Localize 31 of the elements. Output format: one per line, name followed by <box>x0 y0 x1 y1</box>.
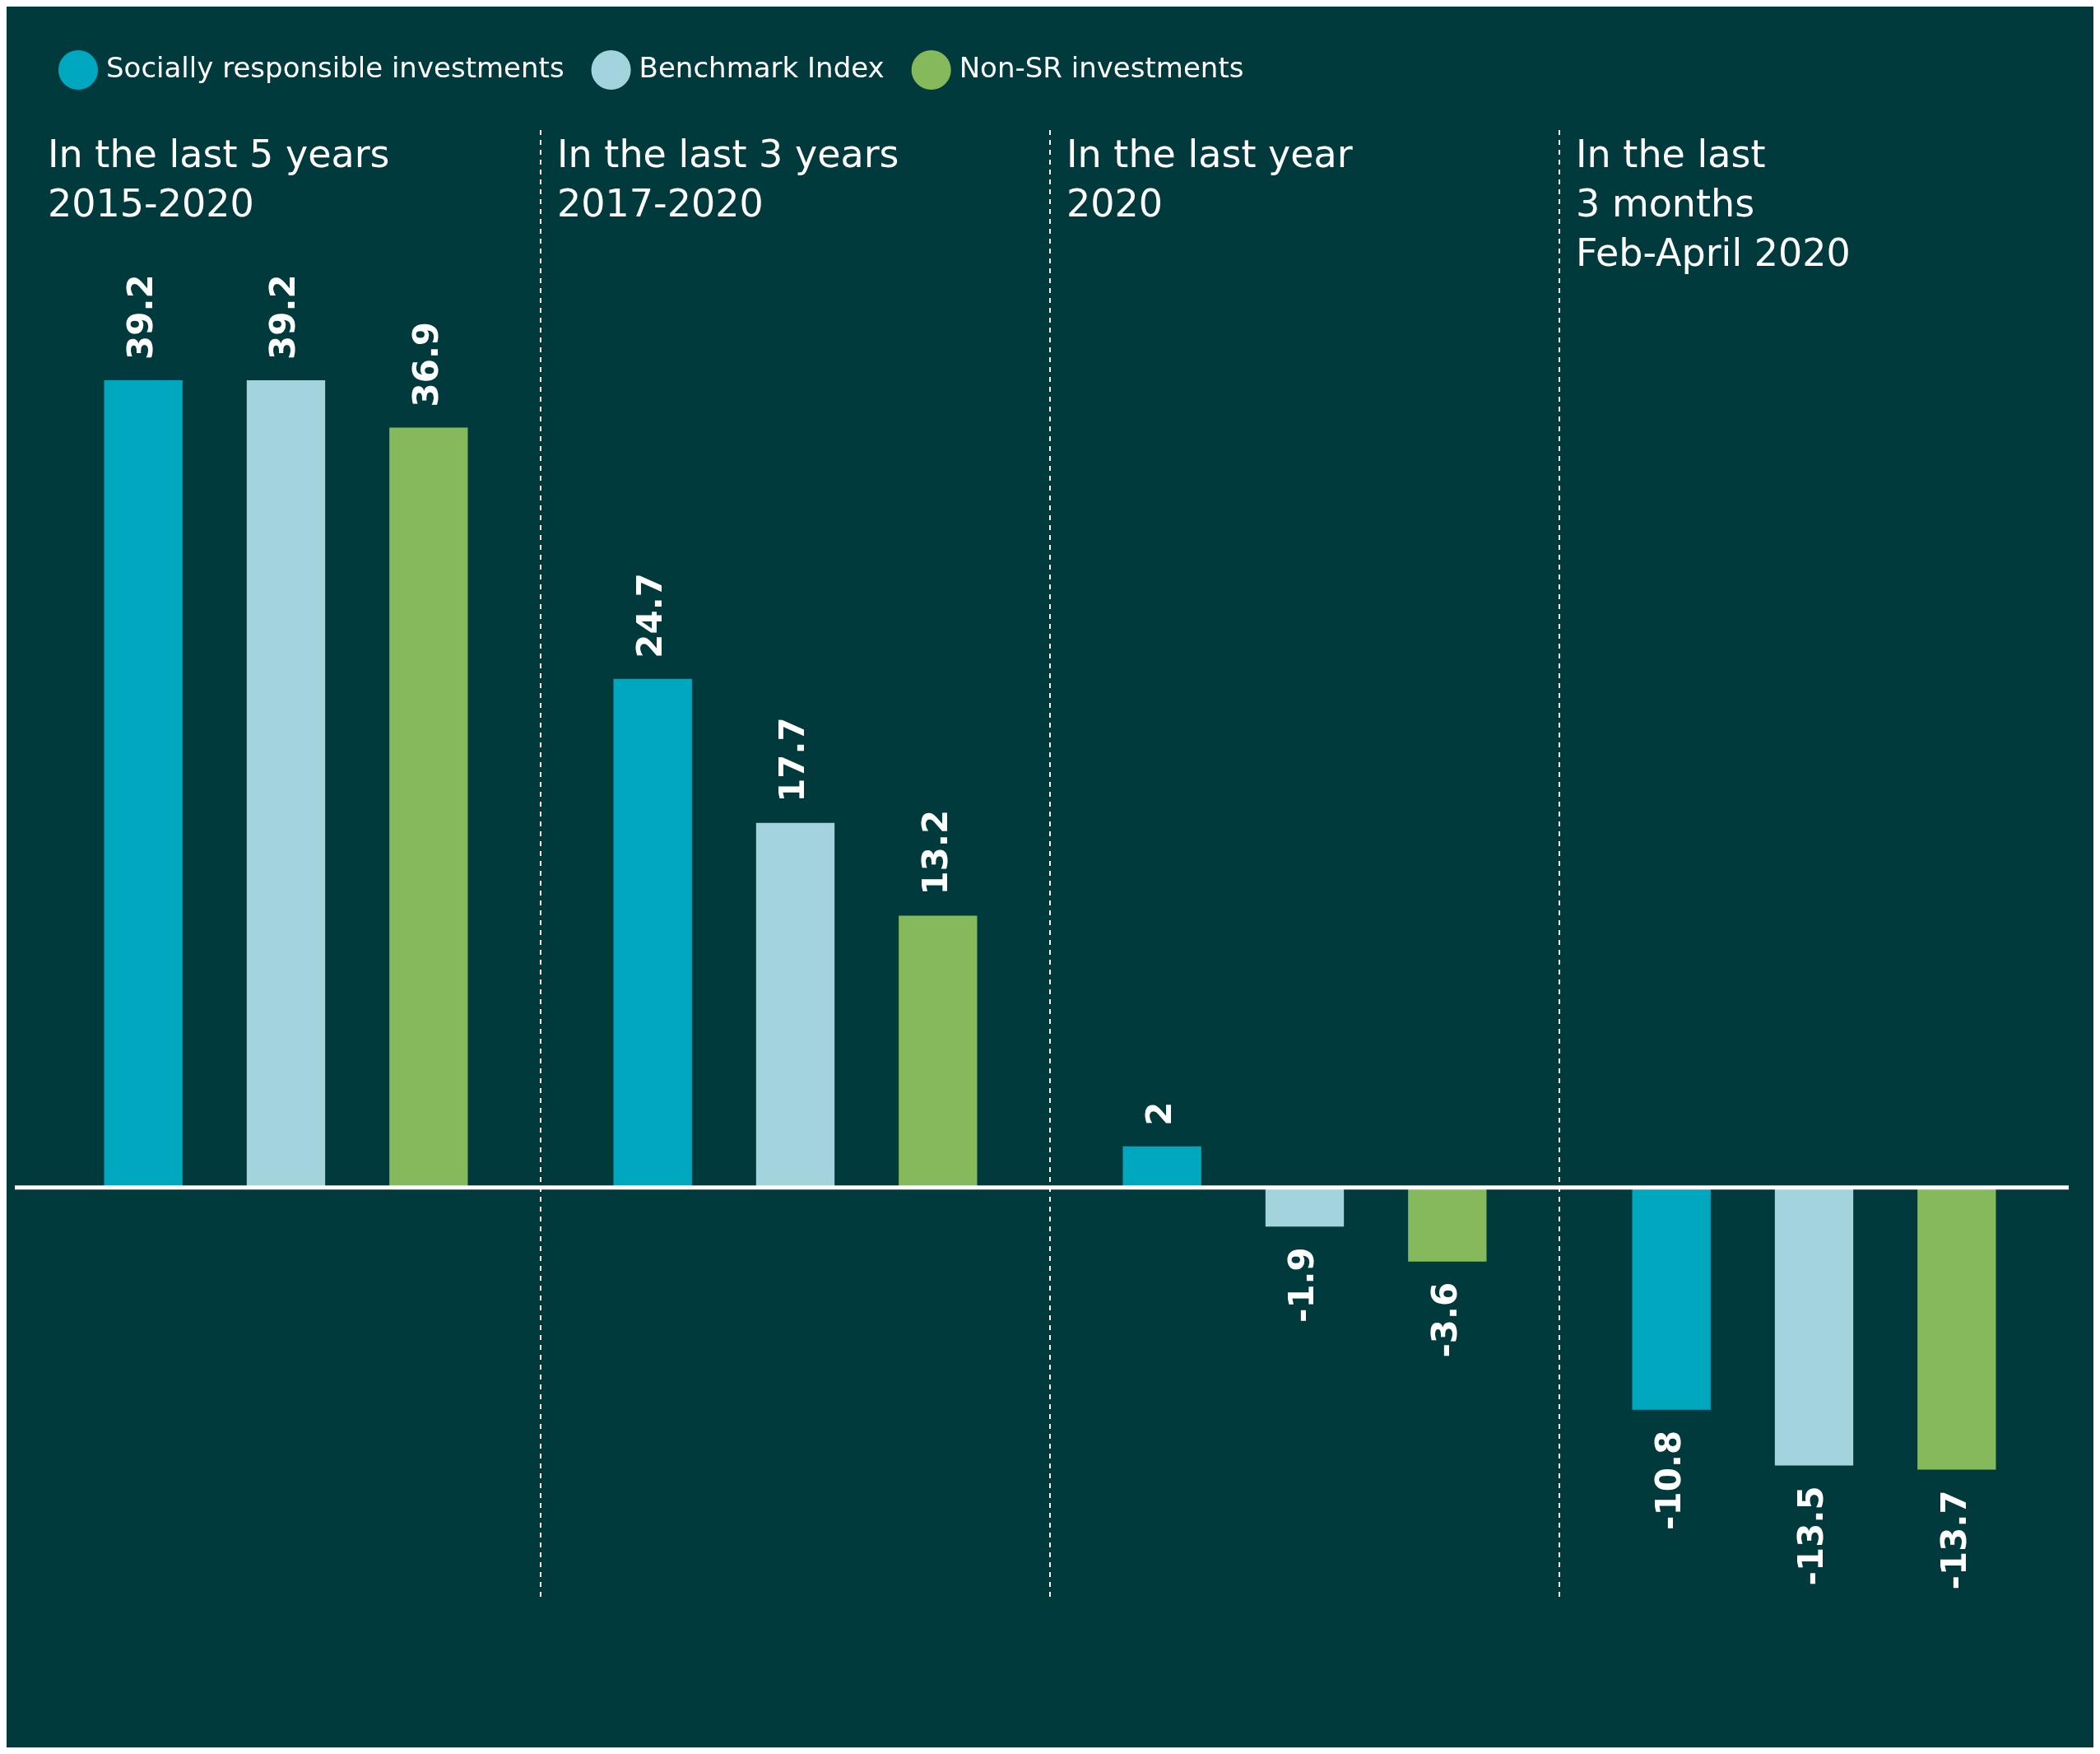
legend-label: Socially responsible investments <box>106 50 564 84</box>
bar <box>246 380 326 1188</box>
data-label: -1.9 <box>1281 1247 1322 1324</box>
bar <box>1408 1187 1487 1262</box>
data-label: 39.2 <box>262 274 304 361</box>
x-tick-label: In the last 5 years 2015-2020 <box>48 131 390 226</box>
legend-label: Non-SR investments <box>959 50 1244 84</box>
bar <box>1122 1146 1201 1188</box>
bar <box>104 380 183 1188</box>
bar <box>1265 1187 1345 1227</box>
data-label: 39.2 <box>120 274 161 361</box>
x-tick-label: In the last year 2020 <box>1066 131 1353 226</box>
bar <box>613 678 692 1188</box>
data-label: -13.7 <box>1933 1490 1974 1590</box>
bar <box>1632 1187 1711 1410</box>
data-label: -10.8 <box>1648 1430 1689 1530</box>
x-tick-label: In the last 3 months Feb-April 2020 <box>1576 131 1851 275</box>
data-label: 2 <box>1139 1101 1180 1126</box>
data-label: -13.5 <box>1791 1486 1832 1586</box>
bar <box>755 822 835 1188</box>
bar <box>389 427 468 1188</box>
x-tick-label: In the last 3 years 2017-2020 <box>557 131 899 226</box>
data-label: 24.7 <box>630 573 671 658</box>
data-label: 17.7 <box>772 717 813 803</box>
data-label: -3.6 <box>1424 1282 1465 1358</box>
bar <box>1917 1187 1996 1470</box>
data-label: 36.9 <box>405 321 446 407</box>
bar <box>899 915 978 1188</box>
bar <box>1774 1187 1854 1466</box>
legend-label: Benchmark Index <box>639 50 885 84</box>
data-label: 13.2 <box>914 809 955 896</box>
